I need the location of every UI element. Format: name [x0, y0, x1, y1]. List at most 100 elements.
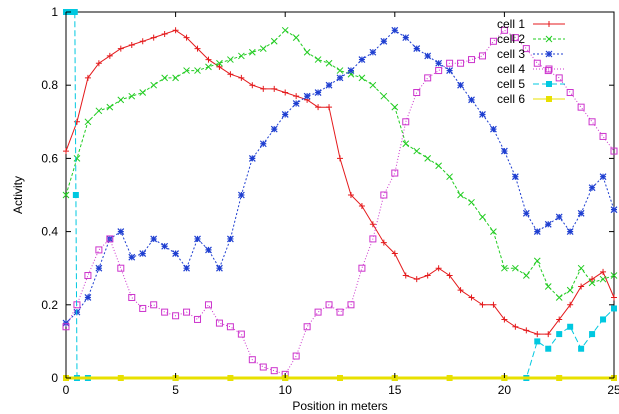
data-point	[599, 275, 607, 283]
data-point	[72, 192, 79, 198]
data-point	[610, 206, 618, 214]
data-point	[128, 92, 136, 100]
data-point	[358, 202, 365, 209]
data-point	[259, 45, 267, 52]
data-point	[512, 323, 519, 330]
data-point	[501, 264, 508, 272]
data-point	[237, 330, 245, 338]
data-point	[511, 34, 519, 42]
legend-marker-2	[545, 35, 553, 43]
data-point	[424, 74, 432, 82]
data-point	[84, 74, 91, 81]
data-point	[161, 30, 168, 37]
x-tick-label: 20	[498, 383, 512, 397]
data-point	[522, 45, 530, 53]
data-point	[391, 26, 399, 34]
data-point	[446, 272, 453, 279]
data-point	[446, 59, 454, 67]
data-point	[325, 81, 333, 89]
data-point	[303, 48, 311, 56]
data-point	[501, 316, 508, 323]
data-point	[468, 294, 475, 301]
data-point	[62, 191, 70, 199]
data-point	[578, 345, 585, 352]
data-point	[336, 74, 344, 82]
y-axis-label: Activity	[11, 176, 25, 214]
data-point	[216, 59, 223, 67]
data-point	[567, 323, 574, 330]
plot-frame	[65, 11, 615, 379]
data-point	[490, 125, 497, 133]
data-point	[424, 155, 432, 162]
data-point	[161, 242, 169, 250]
data-point	[139, 38, 146, 45]
data-point	[106, 235, 114, 243]
data-point	[303, 92, 311, 100]
data-point	[347, 67, 355, 74]
y-tick-label: 1	[51, 5, 58, 19]
data-point	[238, 52, 245, 60]
x-axis-label: Position in meters	[292, 399, 387, 413]
data-point	[588, 184, 596, 192]
data-point	[117, 264, 125, 272]
data-point	[468, 198, 475, 206]
data-point	[578, 283, 585, 290]
data-point	[435, 265, 442, 272]
legend-marker-3	[545, 50, 553, 58]
data-point	[544, 283, 552, 290]
data-point	[522, 209, 530, 217]
data-point	[588, 118, 596, 126]
data-point	[490, 228, 497, 235]
x-tick-label: 10	[279, 383, 293, 397]
data-point	[260, 85, 267, 92]
data-point	[106, 103, 114, 111]
data-point	[577, 209, 585, 217]
data-point	[611, 294, 617, 301]
y-tick-label: 0.2	[41, 298, 58, 312]
data-point	[161, 308, 169, 316]
data-point	[446, 173, 453, 181]
data-point	[380, 37, 388, 45]
x-tick-label: 25	[607, 383, 619, 397]
data-point	[237, 191, 245, 199]
axis-ticks: 0 5 10 15 20 25 0 0.2 0.4 0.6 0.8 1	[41, 5, 619, 397]
data-point	[523, 327, 530, 334]
data-point	[248, 154, 256, 162]
data-point	[380, 239, 387, 246]
data-point	[150, 81, 158, 89]
data-point	[172, 27, 179, 34]
data-point	[369, 221, 376, 228]
data-point	[63, 148, 69, 155]
data-point	[139, 250, 147, 257]
data-point	[556, 375, 563, 381]
data-point	[413, 147, 421, 155]
x-tick-label: 0	[63, 383, 70, 397]
series-line-5	[66, 11, 615, 379]
legend-label-6: cell 6	[497, 92, 525, 106]
legend-label-2: cell 2	[497, 32, 525, 46]
plot-border	[65, 11, 615, 379]
data-point	[292, 352, 300, 360]
data-point	[248, 356, 256, 364]
data-point	[270, 125, 278, 133]
data-point	[336, 67, 344, 74]
legend-label-5: cell 5	[497, 77, 525, 91]
data-point	[533, 59, 541, 67]
data-point	[556, 331, 563, 338]
data-point	[249, 82, 256, 89]
data-point	[577, 103, 585, 111]
series-3	[62, 26, 618, 327]
data-point	[347, 192, 354, 198]
data-point	[413, 276, 420, 283]
data-point	[424, 52, 432, 60]
data-point	[292, 34, 300, 41]
data-point	[172, 250, 180, 257]
data-point	[555, 74, 563, 82]
data-point	[117, 96, 125, 104]
data-point	[205, 56, 212, 63]
data-point	[500, 147, 508, 155]
data-point	[248, 48, 256, 56]
data-point	[610, 147, 618, 155]
